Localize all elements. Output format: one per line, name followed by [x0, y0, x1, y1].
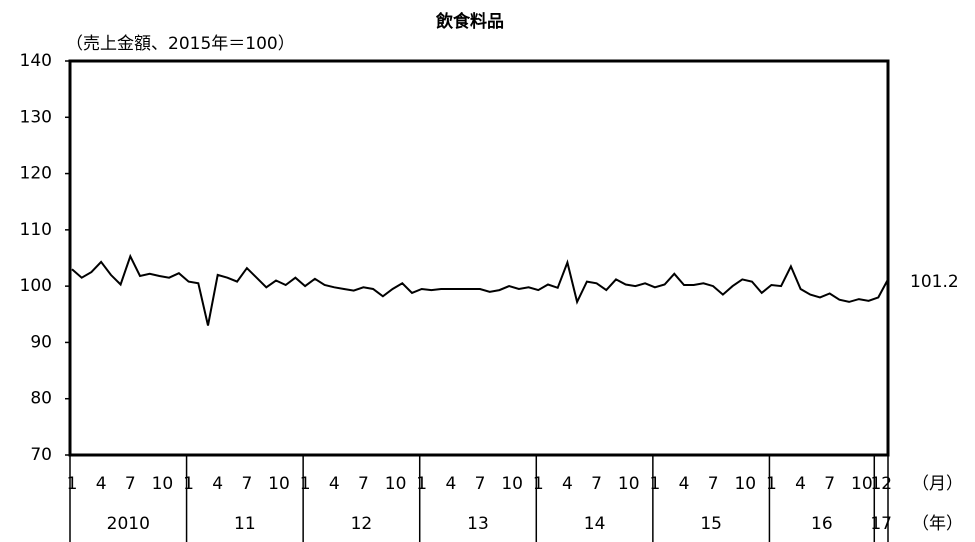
year-label: 11: [234, 514, 256, 534]
x-tick-label: 7: [475, 474, 486, 494]
x-tick-label: 4: [679, 474, 690, 494]
y-axis-label: （売上金額、2015年＝100）: [66, 34, 295, 54]
x-tick-label: 7: [358, 474, 369, 494]
year-unit-label: （年）: [912, 514, 963, 534]
x-tick-label: 1: [649, 474, 660, 494]
x-tick-label: 10: [152, 474, 174, 494]
year-label: 16: [811, 514, 833, 534]
x-tick-label: 12: [870, 474, 892, 494]
year-label: 14: [584, 514, 606, 534]
x-tick-label: 10: [501, 474, 523, 494]
x-tick-label: 10: [268, 474, 290, 494]
line-series: [71, 253, 889, 326]
x-tick-label: 10: [618, 474, 640, 494]
x-tick-label: 7: [241, 474, 252, 494]
y-tick-label: 130: [20, 107, 52, 127]
y-tick-label: 100: [20, 276, 52, 296]
x-tick-label: 10: [734, 474, 756, 494]
year-label: 17: [870, 514, 892, 534]
y-tick-label: 90: [30, 332, 52, 352]
year-label: 13: [467, 514, 489, 534]
x-tick-label: 1: [183, 474, 194, 494]
x-tick-label: 7: [125, 474, 136, 494]
year-label: 12: [351, 514, 373, 534]
x-tick-label: 4: [445, 474, 456, 494]
x-tick-label: 1: [67, 474, 78, 494]
x-tick-label: 7: [591, 474, 602, 494]
annotation: 101.2: [910, 272, 959, 292]
month-unit-label: （月）: [912, 474, 963, 494]
plot-frame: [68, 59, 890, 457]
x-tick-label: 4: [96, 474, 107, 494]
x-tick-label: 1: [766, 474, 777, 494]
y-tick-label: 140: [20, 51, 52, 71]
x-tick-label: 1: [533, 474, 544, 494]
year-label: 15: [700, 514, 722, 534]
y-tick-label: 80: [30, 389, 52, 409]
x-tick-label: 4: [212, 474, 223, 494]
y-tick-label: 110: [20, 220, 52, 240]
x-tick-label: 4: [562, 474, 573, 494]
x-tick-label: 1: [300, 474, 311, 494]
x-tick-label: 4: [795, 474, 806, 494]
y-tick-label: 70: [30, 445, 52, 465]
x-tick-label: 7: [708, 474, 719, 494]
year-label: 2010: [107, 514, 150, 534]
x-tick-label: 7: [824, 474, 835, 494]
chart-title: 飲食料品: [435, 11, 504, 32]
x-tick-label: 1: [416, 474, 427, 494]
x-tick-label: 10: [385, 474, 407, 494]
x-tick-label: 10: [851, 474, 873, 494]
x-tick-label: 4: [329, 474, 340, 494]
y-tick-label: 120: [20, 164, 52, 184]
